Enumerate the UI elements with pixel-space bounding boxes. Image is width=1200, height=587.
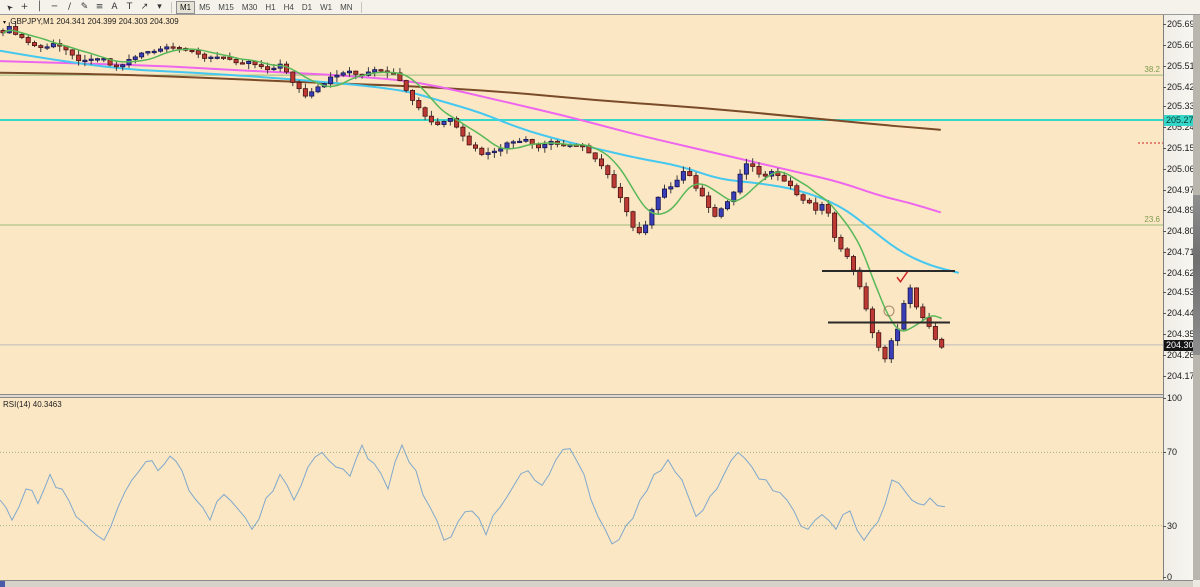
aqua-price-label: 205.277 [1164, 114, 1199, 126]
price-axis-label: 205.600 [1163, 39, 1200, 50]
symbol-info: ▾ GBPJPY,M1 204.341 204.399 204.303 204.… [3, 17, 179, 26]
H4-timeframe-button[interactable]: H4 [280, 1, 298, 14]
price-axis-label: 205.690 [1163, 19, 1200, 29]
label-tool[interactable]: T [123, 1, 136, 14]
vertical-line-tool[interactable]: │ [33, 1, 46, 14]
scrollbar-thumb[interactable] [1193, 195, 1200, 355]
toolbar: ➤ + │ ─ / ✎ ≡ A T ↗ ▾ M1 M5 M15 M30 H1 H4 D1 W1 MN [0, 0, 1200, 15]
toolbar-separator [171, 1, 172, 13]
crosshair-tool[interactable]: + [18, 1, 31, 14]
price-axis-label: 204.890 [1163, 204, 1200, 215]
price-axis-label: 205.420 [1163, 81, 1200, 92]
rsi-axis-label: 0 [1162, 572, 1173, 582]
horizontal-line-tool[interactable]: ─ [48, 1, 61, 14]
symbol-ohlc: 204.341 204.399 204.303 204.309 [56, 17, 179, 26]
price-axis-label: 204.265 [1163, 350, 1200, 361]
drawing-tools: ➤ + │ ─ / ✎ ≡ A T ↗ ▾ [2, 1, 167, 14]
price-axis-label: 204.975 [1163, 185, 1200, 196]
window-scrollbar[interactable] [1193, 15, 1200, 580]
D1-timeframe-button[interactable]: D1 [298, 1, 316, 14]
symbol-name: GBPJPY,M1 [10, 17, 55, 26]
rsi-axis-label: 100 [1162, 392, 1183, 403]
fib-level-label: 38.2 [1144, 65, 1160, 75]
timeframe-buttons: M1 M5 M15 M30 H1 H4 D1 W1 MN [176, 0, 357, 14]
price-axis-label: 204.800 [1163, 225, 1200, 236]
price-axis-label: 204.535 [1163, 287, 1200, 298]
M1-timeframe-button[interactable]: M1 [176, 0, 196, 14]
rsi-indicator-label: RSI(14) 40.3463 [3, 400, 62, 409]
price-axis-label: 205.510 [1163, 60, 1200, 71]
price-axis-label: 204.710 [1163, 246, 1200, 257]
tools-dropdown[interactable]: ▾ [153, 1, 166, 14]
price-axis-label: 205.245 [1163, 122, 1200, 133]
scroll-anchor-marker [0, 581, 5, 587]
W1-timeframe-button[interactable]: W1 [316, 1, 336, 14]
price-axis-label: 205.065 [1163, 164, 1200, 175]
H1-timeframe-button[interactable]: H1 [261, 1, 279, 14]
price-axis-label: 204.355 [1163, 329, 1200, 340]
rsi-axis-label: 70 [1162, 447, 1178, 458]
channel-tool[interactable]: ≡ [93, 1, 106, 14]
M5-timeframe-button[interactable]: M5 [195, 1, 214, 14]
price-axis-label: 204.175 [1163, 371, 1200, 381]
arrow-objects-tool[interactable]: ↗ [138, 1, 151, 14]
price-axis-label: 204.620 [1163, 267, 1200, 278]
MN-timeframe-button[interactable]: MN [336, 1, 356, 14]
price-axis-label: 205.335 [1163, 101, 1200, 112]
current-price-label: 204.309 [1164, 339, 1199, 351]
text-tool[interactable]: A [108, 1, 121, 14]
trendline-tool[interactable]: / [63, 1, 76, 14]
price-chart-canvas[interactable] [0, 15, 1163, 394]
cursor-tool[interactable]: ➤ [0, 0, 18, 16]
rsi-axis-label: 30 [1162, 520, 1178, 531]
time-axis [0, 580, 1193, 587]
rsi-panel-canvas[interactable] [0, 398, 1163, 580]
fib-level-label: 23.6 [1144, 214, 1160, 224]
price-axis-label: 204.445 [1163, 308, 1200, 319]
toolbar-separator [360, 1, 362, 13]
fibonacci-tool[interactable]: ✎ [78, 1, 91, 14]
price-axis: 205.690 205.600 205.510 205.420 205.335 205.2… [1162, 15, 1200, 582]
symbol-marker-icon: ▾ [3, 20, 7, 26]
M15-timeframe-button[interactable]: M15 [214, 1, 238, 14]
panel-splitter[interactable] [0, 394, 1163, 398]
M30-timeframe-button[interactable]: M30 [238, 1, 262, 14]
price-axis-label: 205.155 [1163, 143, 1200, 154]
